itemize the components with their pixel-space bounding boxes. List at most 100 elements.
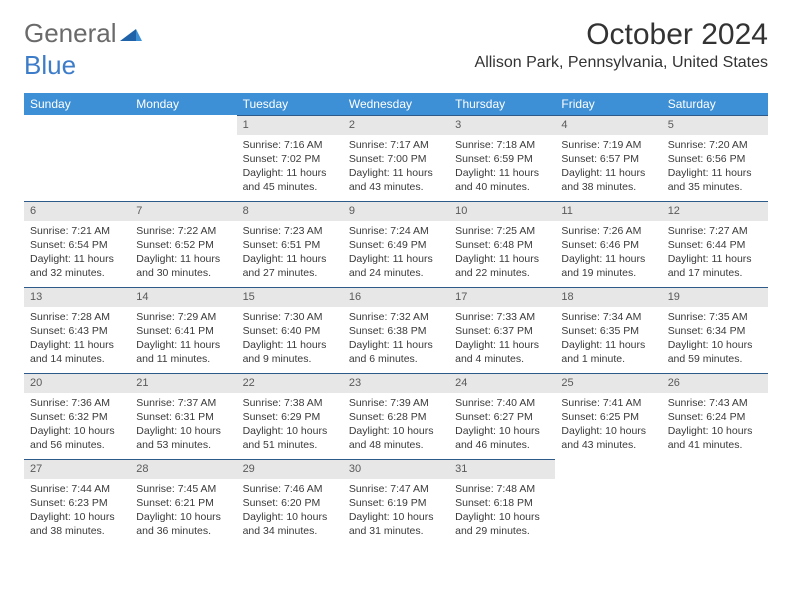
calendar-day: 18Sunrise: 7:34 AMSunset: 6:35 PMDayligh… xyxy=(555,287,661,373)
day-number: 27 xyxy=(24,459,130,479)
sunrise-line: Sunrise: 7:19 AM xyxy=(561,139,641,151)
daylight-line: Daylight: 11 hours and 45 minutes. xyxy=(243,167,327,193)
day-number: 14 xyxy=(130,287,236,307)
day-number: 17 xyxy=(449,287,555,307)
calendar-day: 31Sunrise: 7:48 AMSunset: 6:18 PMDayligh… xyxy=(449,459,555,545)
sunset-line: Sunset: 6:54 PM xyxy=(30,239,108,251)
sunset-line: Sunset: 6:24 PM xyxy=(668,411,746,423)
daylight-line: Daylight: 11 hours and 11 minutes. xyxy=(136,339,220,365)
daylight-line: Daylight: 11 hours and 4 minutes. xyxy=(455,339,539,365)
sunset-line: Sunset: 6:21 PM xyxy=(136,497,214,509)
calendar-day: 20Sunrise: 7:36 AMSunset: 6:32 PMDayligh… xyxy=(24,373,130,459)
daylight-line: Daylight: 11 hours and 38 minutes. xyxy=(561,167,645,193)
day-body: Sunrise: 7:43 AMSunset: 6:24 PMDaylight:… xyxy=(662,393,768,457)
sunset-line: Sunset: 6:41 PM xyxy=(136,325,214,337)
day-number: 2 xyxy=(343,115,449,135)
day-number: 6 xyxy=(24,201,130,221)
sunrise-line: Sunrise: 7:33 AM xyxy=(455,311,535,323)
calendar-day: 29Sunrise: 7:46 AMSunset: 6:20 PMDayligh… xyxy=(237,459,343,545)
day-number: 28 xyxy=(130,459,236,479)
sunrise-line: Sunrise: 7:21 AM xyxy=(30,225,110,237)
calendar-day: 22Sunrise: 7:38 AMSunset: 6:29 PMDayligh… xyxy=(237,373,343,459)
calendar-day: 13Sunrise: 7:28 AMSunset: 6:43 PMDayligh… xyxy=(24,287,130,373)
sunrise-line: Sunrise: 7:22 AM xyxy=(136,225,216,237)
calendar-day: 28Sunrise: 7:45 AMSunset: 6:21 PMDayligh… xyxy=(130,459,236,545)
calendar-table: SundayMondayTuesdayWednesdayThursdayFrid… xyxy=(24,93,768,545)
day-number: 7 xyxy=(130,201,236,221)
calendar-day: 15Sunrise: 7:30 AMSunset: 6:40 PMDayligh… xyxy=(237,287,343,373)
calendar-empty xyxy=(555,459,661,545)
sunrise-line: Sunrise: 7:36 AM xyxy=(30,397,110,409)
daylight-line: Daylight: 10 hours and 59 minutes. xyxy=(668,339,753,365)
daylight-line: Daylight: 11 hours and 24 minutes. xyxy=(349,253,433,279)
daylight-line: Daylight: 11 hours and 35 minutes. xyxy=(668,167,752,193)
sunset-line: Sunset: 6:25 PM xyxy=(561,411,639,423)
daylight-line: Daylight: 11 hours and 30 minutes. xyxy=(136,253,220,279)
day-body: Sunrise: 7:29 AM Sunset: 6:41 PM Daylight:… xyxy=(130,307,236,371)
calendar-day: 2Sunrise: 7:17 AMSunset: 7:00 PMDaylight… xyxy=(343,115,449,201)
sunrise-line: Sunrise: 7:41 AM xyxy=(561,397,641,409)
daylight-line: Daylight: 11 hours and 40 minutes. xyxy=(455,167,539,193)
day-number: 26 xyxy=(662,373,768,393)
daylight-line: Daylight: 11 hours and 19 minutes. xyxy=(561,253,645,279)
daylight-line: Daylight: 11 hours and 32 minutes. xyxy=(30,253,114,279)
sunrise-line: Sunrise: 7:40 AM xyxy=(455,397,535,409)
sunrise-line: Sunrise: 7:29 AM xyxy=(136,311,216,323)
weekday-header: Wednesday xyxy=(343,93,449,115)
sunset-line: Sunset: 6:49 PM xyxy=(349,239,427,251)
day-body: Sunrise: 7:36 AMSunset: 6:32 PMDaylight:… xyxy=(24,393,130,457)
daylight-line: Daylight: 11 hours and 1 minute. xyxy=(561,339,645,365)
calendar-day: 10Sunrise: 7:25 AMSunset: 6:48 PMDayligh… xyxy=(449,201,555,287)
daylight-line: Daylight: 11 hours and 14 minutes. xyxy=(30,339,114,365)
sunset-line: Sunset: 7:02 PM xyxy=(243,153,321,165)
day-body: Sunrise: 7:39 AMSunset: 6:28 PMDaylight:… xyxy=(343,393,449,457)
day-number: 29 xyxy=(237,459,343,479)
daylight-line: Daylight: 10 hours and 31 minutes. xyxy=(349,511,434,537)
sunset-line: Sunset: 6:56 PM xyxy=(668,153,746,165)
sunrise-line: Sunrise: 7:16 AM xyxy=(243,139,323,151)
day-number: 8 xyxy=(237,201,343,221)
calendar-day: 12Sunrise: 7:27 AMSunset: 6:44 PMDayligh… xyxy=(662,201,768,287)
sunset-line: Sunset: 6:27 PM xyxy=(455,411,533,423)
location: Allison Park, Pennsylvania, United State… xyxy=(475,54,768,72)
calendar-day: 11Sunrise: 7:26 AMSunset: 6:46 PMDayligh… xyxy=(555,201,661,287)
day-number: 31 xyxy=(449,459,555,479)
day-body: Sunrise: 7:18 AMSunset: 6:59 PMDaylight:… xyxy=(449,135,555,199)
sunset-line: Sunset: 6:46 PM xyxy=(561,239,639,251)
day-number: 23 xyxy=(343,373,449,393)
day-number: 21 xyxy=(130,373,236,393)
calendar-head: SundayMondayTuesdayWednesdayThursdayFrid… xyxy=(24,93,768,115)
day-number: 15 xyxy=(237,287,343,307)
day-body: Sunrise: 7:34 AMSunset: 6:35 PMDaylight:… xyxy=(555,307,661,371)
day-body: Sunrise: 7:28 AMSunset: 6:43 PMDaylight:… xyxy=(24,307,130,371)
daylight-line: Daylight: 11 hours and 43 minutes. xyxy=(349,167,433,193)
weekday-header: Sunday xyxy=(24,93,130,115)
sunset-line: Sunset: 6:38 PM xyxy=(349,325,427,337)
day-number: 22 xyxy=(237,373,343,393)
daylight-line: Daylight: 10 hours and 36 minutes. xyxy=(136,511,221,537)
sunrise-line: Sunrise: 7:47 AM xyxy=(349,483,429,495)
day-number: 10 xyxy=(449,201,555,221)
sunrise-line: Sunrise: 7:37 AM xyxy=(136,397,216,409)
day-body: Sunrise: 7:16 AM Sunset: 7:02 PM Daylight:… xyxy=(237,135,343,199)
daylight-line: Daylight: 10 hours and 53 minutes. xyxy=(136,425,221,451)
weekday-header: Tuesday xyxy=(237,93,343,115)
daylight-line: Daylight: 11 hours and 27 minutes. xyxy=(243,253,327,279)
day-body: Sunrise: 7:41 AMSunset: 6:25 PMDaylight:… xyxy=(555,393,661,457)
day-body: Sunrise: 7:33 AM Sunset: 6:37 PM Daylight:… xyxy=(449,307,555,371)
calendar-week: 6 Sunrise: 7:21 AM Sunset: 6:54 PM Daylight… xyxy=(24,201,768,287)
brand-triangle-icon xyxy=(120,18,142,49)
sunset-line: Sunset: 6:37 PM xyxy=(455,325,533,337)
calendar-day: 16Sunrise: 7:32 AMSunset: 6:38 PMDayligh… xyxy=(343,287,449,373)
day-body: Sunrise: 7:19 AMSunset: 6:57 PMDaylight:… xyxy=(555,135,661,199)
sunrise-line: Sunrise: 7:25 AM xyxy=(455,225,535,237)
daylight-line: Daylight: 10 hours and 46 minutes. xyxy=(455,425,540,451)
day-body: Sunrise: 7:17 AMSunset: 7:00 PMDaylight:… xyxy=(343,135,449,199)
sunrise-line: Sunrise: 7:35 AM xyxy=(668,311,748,323)
brand-part1: General xyxy=(24,18,117,49)
sunrise-line: Sunrise: 7:26 AM xyxy=(561,225,641,237)
weekday-header: Thursday xyxy=(449,93,555,115)
sunrise-line: Sunrise: 7:43 AM xyxy=(668,397,748,409)
sunset-line: Sunset: 6:20 PM xyxy=(243,497,321,509)
calendar-day: 5Sunrise: 7:20 AMSunset: 6:56 PMDaylight… xyxy=(662,115,768,201)
